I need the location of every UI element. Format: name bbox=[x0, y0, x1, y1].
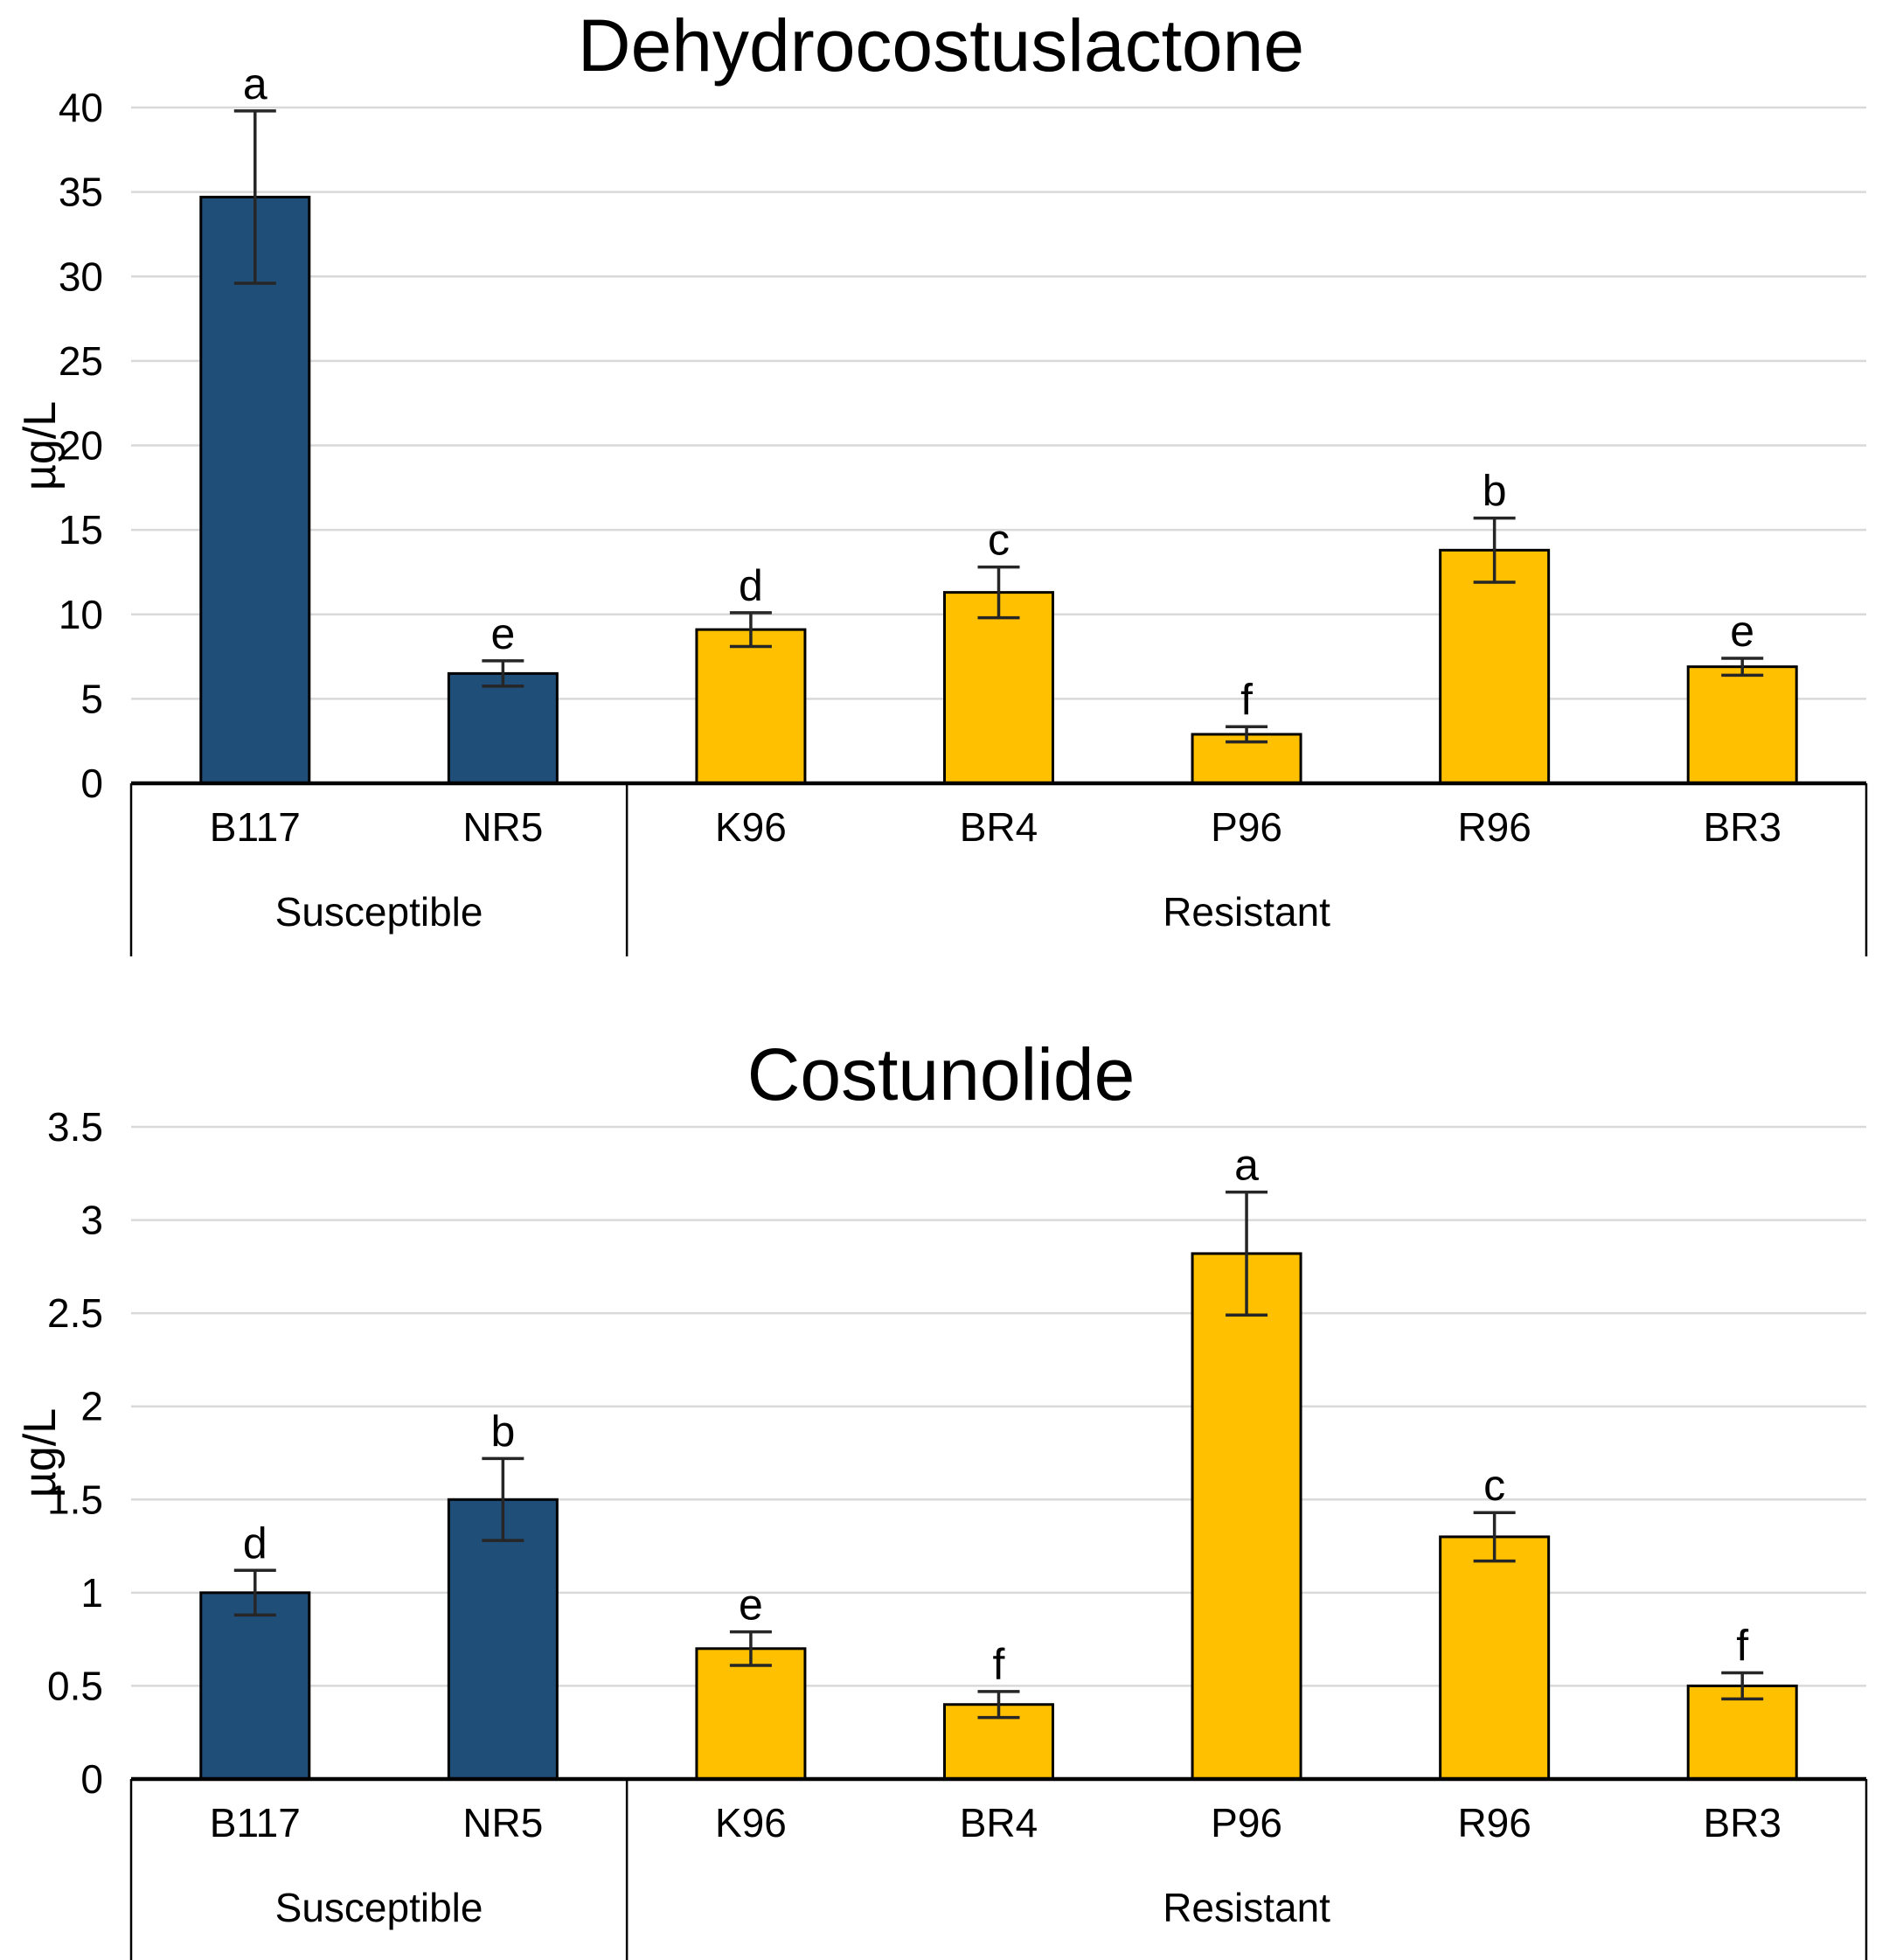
error-bar-P96 bbox=[1226, 1190, 1268, 1317]
error-bar-NR5 bbox=[482, 1456, 524, 1542]
sig-letter-K96: d bbox=[739, 561, 763, 610]
y-tick-label-5: 5 bbox=[80, 676, 103, 721]
category-label-B117: B117 bbox=[210, 804, 301, 850]
error-bar-BR3 bbox=[1721, 657, 1764, 678]
error-bar-NR5 bbox=[482, 659, 524, 688]
error-bar-BR3 bbox=[1721, 1671, 1764, 1701]
sig-letter-R96: b bbox=[1483, 467, 1507, 516]
error-bar-R96 bbox=[1473, 516, 1516, 584]
bar-B117 bbox=[199, 195, 311, 785]
chart-canvas-costunolide: 0 0.5 1 1.5 2 2.5 3 3.5 d b e f a c f B117 NR5 K96 BR4 P96 R… bbox=[47, 1104, 1868, 1960]
category-label-P96: P96 bbox=[1211, 1800, 1282, 1845]
bar-B117 bbox=[199, 1591, 311, 1781]
y-tick-label-1: 1 bbox=[80, 1570, 103, 1616]
group-label-Susceptible: Susceptible bbox=[275, 889, 483, 935]
y-tick-label-3: 3 bbox=[80, 1198, 103, 1243]
sig-letter-B117: d bbox=[243, 1519, 267, 1567]
sig-letter-BR3: e bbox=[1730, 607, 1754, 656]
group-label-Resistant: Resistant bbox=[1163, 1885, 1330, 1930]
y-tick-label-40: 40 bbox=[59, 85, 103, 130]
bar-K96 bbox=[695, 628, 807, 785]
y-tick-label-1.5: 1.5 bbox=[47, 1477, 103, 1522]
sig-letter-BR3: f bbox=[1736, 1622, 1748, 1671]
error-bar-K96 bbox=[729, 1630, 772, 1667]
bar-BR3 bbox=[1686, 665, 1798, 785]
y-tick-label-0: 0 bbox=[80, 1756, 103, 1802]
sig-letter-P96: f bbox=[1240, 675, 1253, 724]
sig-letter-BR4: f bbox=[993, 1640, 1005, 1689]
category-label-B117: B117 bbox=[210, 1800, 301, 1845]
chart-title-costunolide: Costunolide bbox=[747, 1033, 1135, 1116]
category-label-K96: K96 bbox=[715, 1800, 787, 1845]
bar-R96 bbox=[1439, 1535, 1551, 1781]
category-label-BR3: BR3 bbox=[1703, 804, 1781, 850]
sig-letter-K96: e bbox=[739, 1581, 763, 1630]
y-tick-label-35: 35 bbox=[59, 170, 103, 215]
y-tick-label-20: 20 bbox=[59, 423, 103, 469]
sig-letter-BR4: c bbox=[988, 516, 1010, 565]
y-tick-label-2: 2 bbox=[80, 1384, 103, 1429]
error-bar-B117 bbox=[233, 1568, 276, 1617]
bar-K96 bbox=[695, 1647, 807, 1781]
error-bar-B117 bbox=[233, 109, 276, 285]
bar-NR5 bbox=[447, 1498, 559, 1781]
category-label-R96: R96 bbox=[1457, 804, 1531, 850]
sig-letter-B117: a bbox=[243, 59, 267, 108]
y-tick-label-3.5: 3.5 bbox=[47, 1104, 103, 1150]
category-label-R96: R96 bbox=[1457, 1800, 1531, 1845]
sig-letter-P96: a bbox=[1234, 1141, 1259, 1190]
error-bar-BR4 bbox=[977, 565, 1020, 620]
y-tick-label-25: 25 bbox=[59, 338, 103, 384]
y-tick-label-0: 0 bbox=[80, 761, 103, 806]
bar-BR3 bbox=[1686, 1684, 1798, 1781]
sig-letter-R96: c bbox=[1483, 1461, 1505, 1510]
bar-P96 bbox=[1191, 1252, 1302, 1781]
category-label-NR5: NR5 bbox=[462, 1800, 543, 1845]
category-label-K96: K96 bbox=[715, 804, 787, 850]
chart-canvas-dehydrocostuslactone: 0 5 10 15 20 25 30 35 40 a e d c f b e B117 NR5 K96 BR4 P96 R… bbox=[59, 59, 1868, 956]
sig-letter-NR5: e bbox=[490, 609, 515, 658]
category-label-BR3: BR3 bbox=[1703, 1800, 1781, 1845]
category-label-BR4: BR4 bbox=[960, 804, 1038, 850]
group-label-Resistant: Resistant bbox=[1163, 889, 1330, 935]
error-bar-K96 bbox=[729, 611, 772, 649]
error-bar-P96 bbox=[1226, 725, 1268, 744]
y-tick-label-15: 15 bbox=[59, 507, 103, 553]
sig-letter-NR5: b bbox=[490, 1407, 515, 1456]
bar-R96 bbox=[1439, 548, 1551, 785]
y-tick-label-0.5: 0.5 bbox=[47, 1663, 103, 1708]
y-tick-label-2.5: 2.5 bbox=[47, 1290, 103, 1336]
error-bar-BR4 bbox=[977, 1690, 1020, 1720]
y-tick-label-30: 30 bbox=[59, 254, 103, 299]
bar-NR5 bbox=[447, 671, 559, 785]
chart-costunolide: Costunolide µg/L 0 0.5 1 1.5 2 2.5 3 3.5 d b e f a c f… bbox=[0, 980, 1882, 1960]
category-label-NR5: NR5 bbox=[462, 804, 543, 850]
error-bar-R96 bbox=[1473, 1511, 1516, 1563]
chart-dehydrocostuslactone: Dehydrocostuslactone µg/L 0 5 10 15 20 25 30 35… bbox=[15, 4, 1868, 956]
y-tick-label-10: 10 bbox=[59, 592, 103, 637]
category-label-P96: P96 bbox=[1211, 804, 1282, 850]
chart-title-dehydrocostuslactone: Dehydrocostuslactone bbox=[577, 4, 1305, 87]
category-label-BR4: BR4 bbox=[960, 1800, 1038, 1845]
bar-BR4 bbox=[943, 591, 1054, 785]
group-label-Susceptible: Susceptible bbox=[275, 1885, 483, 1930]
